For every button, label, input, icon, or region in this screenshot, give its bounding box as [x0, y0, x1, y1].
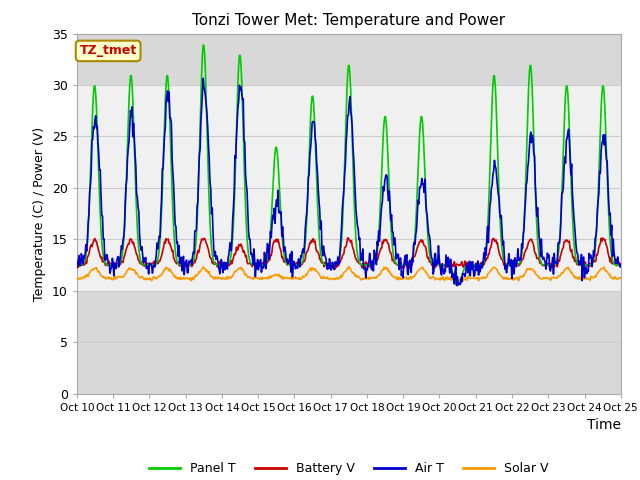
X-axis label: Time: Time [587, 418, 621, 432]
Title: Tonzi Tower Met: Temperature and Power: Tonzi Tower Met: Temperature and Power [192, 13, 506, 28]
Legend: Panel T, Battery V, Air T, Solar V: Panel T, Battery V, Air T, Solar V [144, 457, 554, 480]
Bar [77, 291, 621, 394]
Text: TZ_tmet: TZ_tmet [79, 44, 137, 58]
Bar [77, 85, 621, 291]
Bar [77, 34, 621, 85]
Y-axis label: Temperature (C) / Power (V): Temperature (C) / Power (V) [33, 127, 46, 300]
